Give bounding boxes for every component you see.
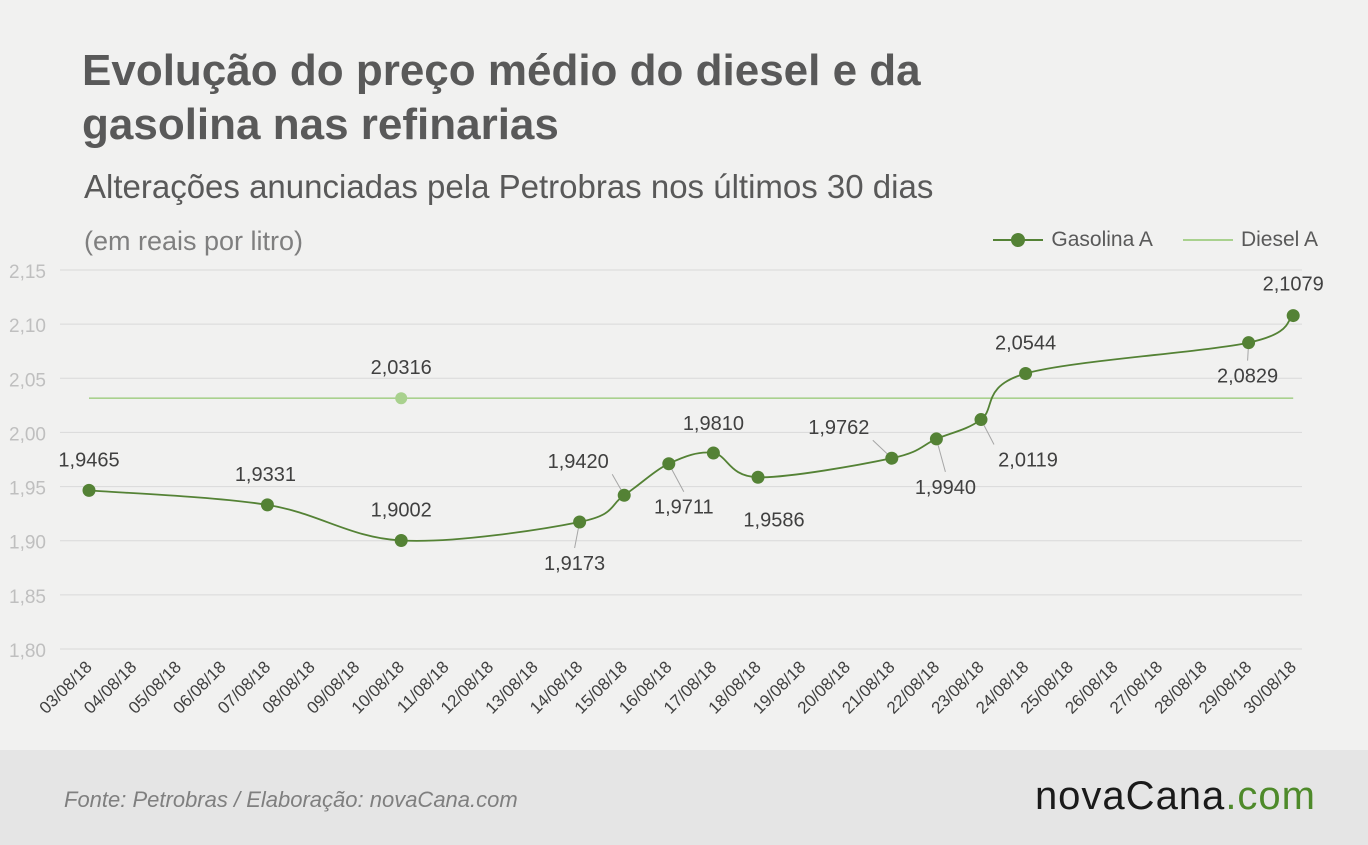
chart-subtitle: Alterações anunciadas pela Petrobras nos…	[84, 168, 934, 205]
legend-item-diesel: Diesel A	[1182, 228, 1318, 252]
source-credit: Fonte: Petrobras / Elaboração: novaCana.…	[64, 787, 518, 812]
legend-item-gasolina: Gasolina A	[993, 228, 1153, 252]
gasolina-point	[1019, 367, 1033, 381]
gasolina-data-label: 1,9465	[58, 449, 119, 471]
gasolina-data-label: 1,9940	[915, 477, 976, 499]
brand-suffix: .com	[1225, 774, 1316, 818]
gasolina-data-label: 2,0829	[1217, 366, 1278, 388]
legend-gasolina-marker	[1011, 233, 1026, 247]
gasolina-data-label: 2,0119	[998, 450, 1058, 472]
y-tick-label: 2,05	[9, 370, 46, 391]
gasolina-point	[662, 457, 676, 471]
gasolina-point	[1242, 336, 1256, 350]
gasolina-point	[751, 470, 765, 484]
gasolina-data-label: 1,9002	[371, 499, 432, 521]
brand-main: novaCana	[1034, 774, 1226, 818]
gasolina-data-label: 1,9711	[654, 497, 714, 519]
y-tick-label: 1,85	[9, 587, 46, 608]
gasolina-point	[885, 451, 899, 465]
gasolina-point	[617, 488, 631, 502]
y-tick-label: 1,95	[9, 479, 46, 500]
unit-label: (em reais por litro)	[84, 226, 304, 256]
gasolina-point	[260, 498, 274, 512]
gasolina-point	[82, 483, 96, 497]
y-tick-label: 2,10	[9, 316, 46, 337]
legend: Gasolina A Diesel A	[993, 228, 1318, 252]
y-tick-label: 1,80	[9, 641, 46, 662]
footer: Fonte: Petrobras / Elaboração: novaCana.…	[0, 750, 1368, 845]
gasolina-point	[706, 446, 720, 460]
y-tick-label: 2,15	[9, 262, 46, 283]
legend-gasolina-label: Gasolina A	[1051, 228, 1153, 251]
gasolina-data-label: 2,1079	[1263, 274, 1324, 296]
legend-gasolina-swatch	[993, 233, 1044, 247]
diesel-point	[395, 392, 408, 405]
gasolina-point	[1286, 309, 1300, 323]
diesel-data-label: 2,0316	[371, 357, 432, 379]
gasolina-data-label: 1,9586	[743, 509, 804, 531]
gasolina-data-label: 1,9810	[683, 413, 744, 435]
gasolina-data-label: 2,0544	[995, 333, 1056, 355]
gasolina-data-label: 1,9173	[544, 553, 605, 575]
gasolina-series-line	[88, 314, 1294, 542]
gasolina-point	[974, 413, 988, 427]
gasolina-data-label: 1,9331	[235, 464, 296, 486]
gasolina-point	[929, 432, 943, 446]
gasolina-data-label: 1,9420	[548, 451, 609, 473]
legend-diesel-line	[1182, 239, 1233, 241]
y-tick-label: 1,90	[9, 533, 46, 554]
gasolina-point	[573, 515, 587, 529]
legend-diesel-swatch	[1182, 233, 1233, 247]
gasolina-data-label: 1,9762	[808, 417, 869, 439]
legend-diesel-label: Diesel A	[1240, 228, 1318, 251]
gasolina-point	[394, 533, 408, 547]
brand-logo: novaCana.com	[1035, 774, 1316, 819]
y-tick-label: 2,00	[9, 424, 46, 445]
line-chart: 1,801,851,901,952,002,052,102,1503/08/18…	[9, 262, 1324, 718]
chart-title: Evolução do preço médio do diesel e da g…	[82, 46, 921, 149]
